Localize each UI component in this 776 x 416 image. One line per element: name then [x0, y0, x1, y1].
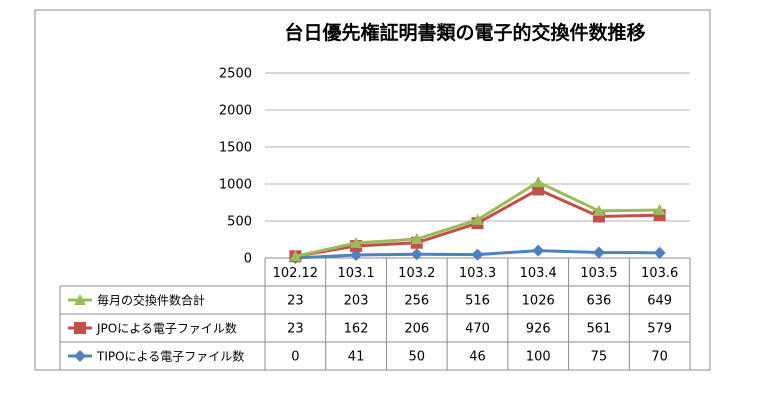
data-label: 100 — [526, 350, 551, 365]
legend-marker — [74, 322, 86, 334]
data-point — [471, 248, 484, 261]
data-point — [471, 213, 484, 225]
x-category-label: 103.5 — [580, 266, 617, 281]
legend-item: JPOによる電子ファイル数 — [68, 321, 237, 336]
data-label: 561 — [587, 322, 612, 337]
y-tick-label: 0 — [244, 252, 252, 267]
data-label: 162 — [344, 322, 369, 337]
y-tick-label: 2000 — [219, 104, 252, 119]
legend-label: JPOによる電子ファイル数 — [96, 321, 237, 336]
data-label: 41 — [348, 350, 365, 365]
legend-item: TIPOによる電子ファイル数 — [68, 349, 244, 364]
data-label: 579 — [647, 322, 672, 337]
y-axis-tick-labels: 0 500 1000 1500 2000 2500 — [219, 67, 252, 267]
x-category-label: 102.12 — [273, 266, 319, 281]
data-label: 516 — [465, 294, 490, 309]
data-point — [592, 204, 605, 216]
y-tick-label: 500 — [227, 215, 252, 230]
data-label: 649 — [647, 294, 672, 309]
legend-marker — [74, 350, 86, 362]
data-point — [532, 244, 545, 257]
data-point — [653, 203, 666, 215]
chart-title: 台日優先権証明書類の電子的交換件数推移 — [284, 21, 645, 44]
data-label: 75 — [591, 350, 608, 365]
chart-frame — [34, 9, 711, 371]
data-point — [653, 246, 666, 259]
legend-label: 毎月の交換件数合計 — [97, 293, 205, 308]
data-point — [592, 246, 605, 259]
data-label: 23 — [287, 294, 304, 309]
data-point — [410, 233, 423, 245]
data-label: 206 — [404, 322, 429, 337]
data-point — [532, 176, 545, 188]
data-label: 46 — [469, 350, 486, 365]
data-label: 470 — [465, 322, 490, 337]
data-point — [350, 236, 363, 248]
data-label: 203 — [344, 294, 369, 309]
x-category-label: 103.3 — [459, 266, 496, 281]
data-label: 256 — [404, 294, 429, 309]
data-label: 23 — [287, 322, 304, 337]
x-category-label: 103.2 — [398, 266, 435, 281]
y-tick-label: 2500 — [219, 67, 252, 82]
data-label: 50 — [409, 350, 426, 365]
legend-marker — [74, 294, 86, 305]
legend-label: TIPOによる電子ファイル数 — [96, 349, 244, 364]
legend-item: 毎月の交換件数合計 — [68, 293, 205, 308]
data-point — [289, 250, 302, 262]
data-table: 102.12 103.1 103.2 103.3 103.4 103.5 103.6 毎月の交… — [59, 257, 691, 371]
x-category-label: 103.1 — [337, 266, 374, 281]
x-category-label: 103.4 — [520, 266, 557, 281]
data-label: 0 — [291, 350, 299, 365]
data-label: 926 — [526, 322, 551, 337]
data-label: 1026 — [522, 294, 555, 309]
y-tick-label: 1500 — [219, 141, 252, 156]
data-label: 70 — [651, 350, 668, 365]
series-layer — [289, 176, 666, 264]
x-category-label: 103.6 — [641, 266, 678, 281]
data-label: 636 — [587, 294, 612, 309]
data-point — [410, 248, 423, 261]
y-tick-label: 1000 — [219, 178, 252, 193]
